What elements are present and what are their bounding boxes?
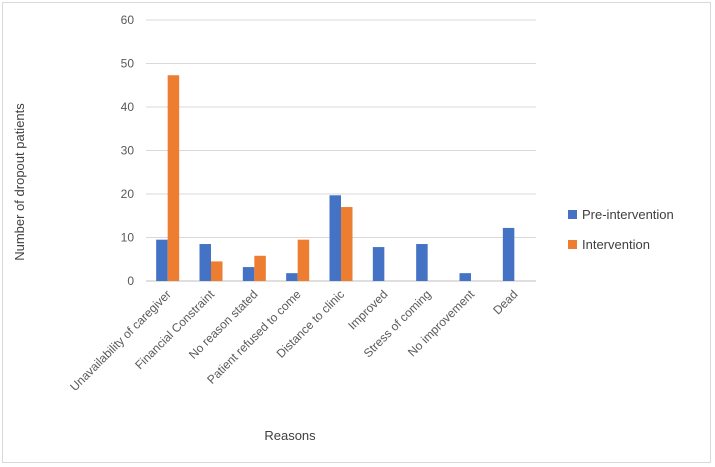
bar-pre-intervention-4: [329, 195, 341, 281]
chart-frame: [2, 2, 711, 463]
y-tick-label: 40: [121, 100, 135, 114]
bar-pre-intervention-5: [372, 247, 385, 281]
bar-intervention-0: [167, 75, 180, 282]
bar-pre-intervention-2: [242, 267, 255, 281]
y-tick-label: 50: [121, 57, 135, 71]
legend-label: Intervention: [582, 237, 650, 252]
y-tick-label: 10: [121, 231, 135, 245]
legend-swatch: [568, 210, 577, 219]
x-tick-label: Dead: [490, 287, 520, 317]
x-tick-label: Financial Constraint: [132, 287, 217, 372]
bar-pre-intervention-7: [459, 273, 471, 281]
y-axis-title: Number of dropout patients: [12, 103, 27, 261]
bar-intervention-4: [341, 207, 353, 281]
y-axis-ticks: 0 10 20 30 40 50 60: [121, 13, 135, 288]
y-tick-label: 60: [121, 13, 135, 27]
legend-label: Pre-intervention: [582, 207, 674, 222]
bar-pre-intervention-8: [502, 227, 515, 281]
bar-pre-intervention-0: [156, 239, 168, 281]
x-tick-label: Improved: [345, 287, 390, 332]
bar-intervention-3: [297, 239, 310, 281]
bar-pre-intervention-1: [199, 244, 211, 281]
bar-intervention-1: [211, 261, 223, 281]
bars: [156, 75, 515, 282]
legend: Pre-intervention Intervention: [568, 207, 674, 252]
legend-swatch: [568, 240, 577, 249]
bar-intervention-2: [254, 255, 266, 281]
x-axis-title: Reasons: [264, 428, 316, 443]
bar-pre-intervention-3: [286, 273, 298, 281]
bar-pre-intervention-6: [416, 244, 428, 281]
y-tick-label: 30: [121, 144, 135, 158]
y-tick-label: 0: [127, 274, 134, 288]
y-tick-label: 20: [121, 187, 135, 201]
